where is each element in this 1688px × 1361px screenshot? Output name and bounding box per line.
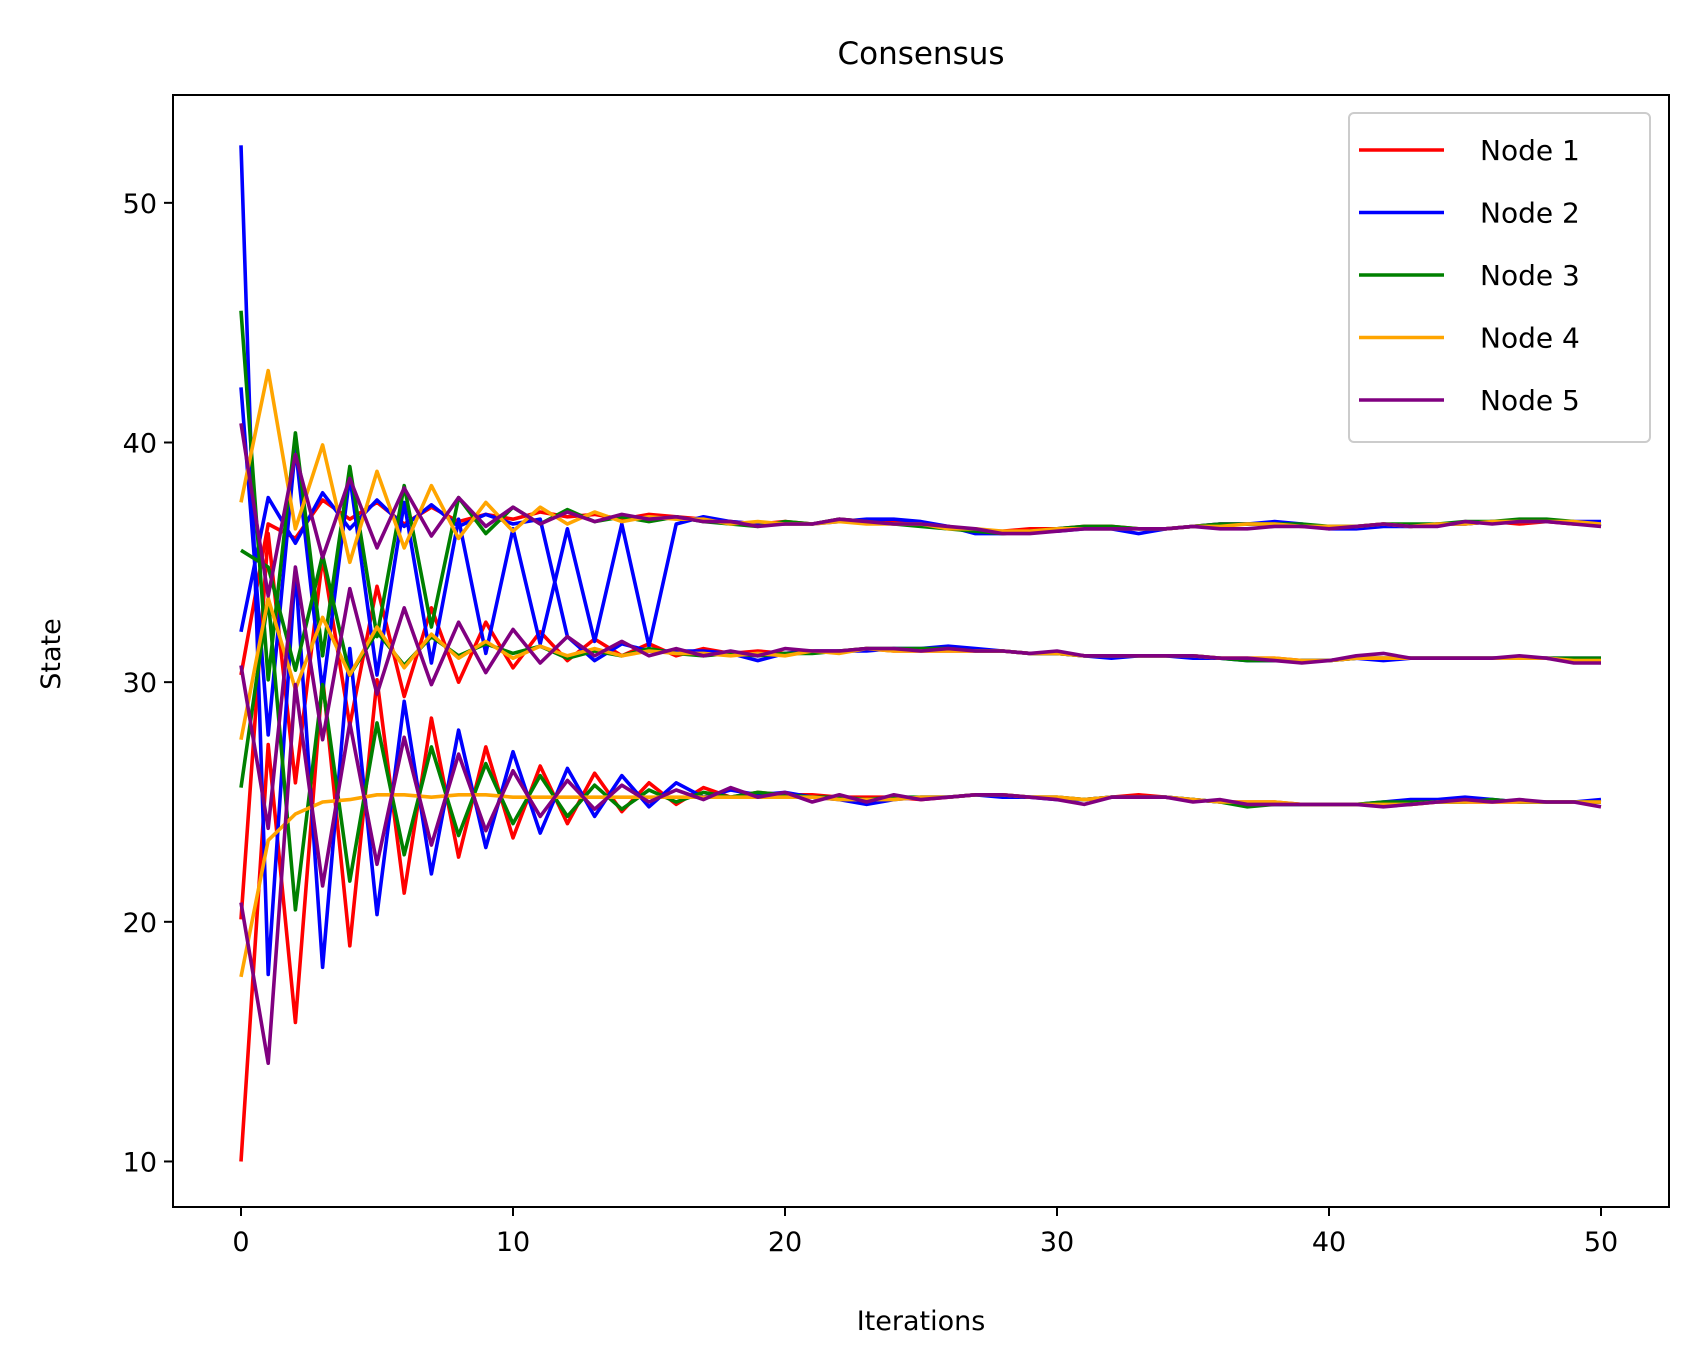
chart-title: Consensus bbox=[837, 36, 1004, 72]
y-axis-label: State bbox=[36, 618, 67, 689]
legend-label-node-3: Node 3 bbox=[1480, 259, 1580, 292]
x-tick-label: 20 bbox=[768, 1227, 802, 1258]
legend-label-node-4: Node 4 bbox=[1480, 322, 1580, 355]
y-tick-label: 50 bbox=[123, 189, 157, 220]
y-tick-label: 20 bbox=[123, 908, 157, 939]
x-tick-label: 50 bbox=[1584, 1227, 1618, 1258]
y-axis-ticks: 10 20 30 40 50 bbox=[123, 189, 173, 1178]
legend: Node 1 Node 2 Node 3 Node 4 Node 5 bbox=[1348, 112, 1651, 443]
plot-series bbox=[239, 145, 1602, 1162]
legend-frame bbox=[1348, 112, 1651, 443]
x-tick-label: 30 bbox=[1040, 1227, 1074, 1258]
series-line-node-2-1 bbox=[239, 387, 1601, 737]
x-tick-label: 10 bbox=[496, 1227, 530, 1258]
legend-label-node-1: Node 1 bbox=[1480, 134, 1580, 167]
y-tick-label: 40 bbox=[123, 429, 157, 460]
x-tick-label: 40 bbox=[1312, 1227, 1346, 1258]
y-tick-label: 10 bbox=[123, 1147, 157, 1178]
x-tick-label: 0 bbox=[232, 1227, 249, 1258]
legend-label-node-2: Node 2 bbox=[1480, 197, 1580, 230]
series-line-node-5-2 bbox=[239, 565, 1601, 831]
series-line-node-5-3 bbox=[239, 682, 1602, 1065]
plot-frame bbox=[172, 94, 1670, 1208]
x-axis-ticks: 0 10 20 30 40 50 bbox=[232, 1207, 1618, 1258]
x-axis-label: Iterations bbox=[857, 1306, 986, 1337]
y-tick-label: 30 bbox=[123, 668, 157, 699]
series-line-node-5-1 bbox=[239, 423, 1602, 598]
legend-label-node-5: Node 5 bbox=[1480, 384, 1580, 417]
